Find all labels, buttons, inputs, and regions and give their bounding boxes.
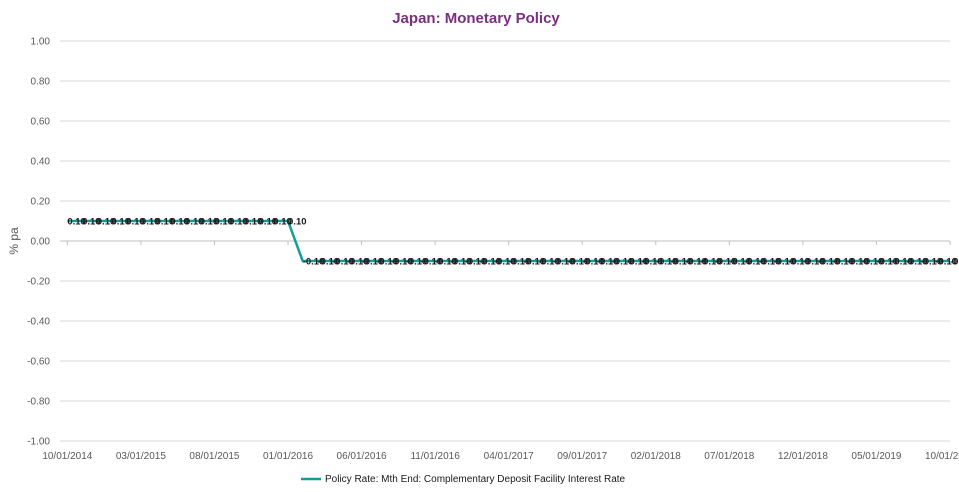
data-label: -0.10 (582, 257, 604, 268)
data-label: -0.10 (303, 257, 325, 268)
data-label: -0.10 (773, 257, 795, 268)
data-label: -0.10 (641, 257, 663, 268)
data-label: -0.10 (788, 257, 810, 268)
data-label: 0.10 (244, 217, 262, 228)
data-label: 0.10 (156, 217, 175, 228)
y-tick-label: 0.80 (31, 77, 51, 88)
legend: Policy Rate: Mth End: Complementary Depo… (301, 474, 626, 485)
data-label: -0.10 (391, 257, 413, 268)
data-label: -0.10 (700, 257, 722, 268)
data-label: 0.10 (229, 217, 248, 228)
data-label: -0.10 (906, 257, 928, 268)
data-label: -0.10 (494, 257, 516, 268)
data-label: -0.10 (921, 257, 943, 268)
data-label: -0.10 (450, 257, 472, 268)
data-label: -0.10 (715, 257, 737, 268)
y-tick-label: 0.20 (31, 197, 51, 208)
data-label: -0.10 (420, 257, 442, 268)
x-tick-label: 08/01/2015 (189, 451, 239, 462)
data-label: 0.10 (67, 217, 86, 228)
data-label: -0.10 (362, 257, 384, 268)
data-label: -0.10 (744, 257, 766, 268)
data-label: -0.10 (656, 257, 678, 268)
data-label: 0.10 (214, 217, 233, 228)
data-label: 0.10 (170, 217, 189, 228)
x-axis-tick-labels: 10/01/2014 03/01/2015 08/01/2015 01/01/2016… (42, 451, 959, 462)
data-label: -0.10 (729, 257, 751, 268)
data-label: -0.10 (612, 257, 634, 268)
data-label: -0.10 (435, 257, 457, 268)
data-label: -0.10 (479, 257, 501, 268)
data-label: 0.10 (141, 217, 160, 228)
y-tick-label: -0.40 (27, 317, 50, 328)
y-axis-label: % pa (7, 227, 21, 255)
data-label: 0.10 (97, 217, 116, 228)
data-label: -0.10 (847, 257, 869, 268)
y-tick-label: 0.00 (31, 237, 51, 248)
series-line (67, 219, 950, 263)
data-label: 0.10 (200, 217, 219, 228)
y-tick-label: 1.00 (31, 37, 51, 48)
x-tick-label: 04/01/2017 (484, 451, 534, 462)
data-label: -0.10 (935, 257, 957, 268)
data-label: -0.10 (523, 257, 545, 268)
data-label: 0.10 (288, 217, 307, 228)
data-label: -0.10 (626, 257, 648, 268)
data-label: 0.10 (185, 217, 204, 228)
data-label: -0.10 (553, 257, 575, 268)
x-tick-label: 12/01/2018 (778, 451, 828, 462)
legend-entry: Policy Rate: Mth End: Complementary Depo… (325, 474, 626, 485)
data-label: -0.10 (538, 257, 560, 268)
x-tick-label: 09/01/2017 (557, 451, 607, 462)
data-label: -0.10 (891, 257, 913, 268)
data-label: -0.10 (332, 257, 354, 268)
y-tick-label: 0.60 (31, 117, 51, 128)
data-label: 0.10 (126, 217, 145, 228)
x-tick-label: 03/01/2015 (116, 451, 166, 462)
data-label: -0.10 (803, 257, 825, 268)
x-tick-label: 10/01/2019 (925, 451, 959, 462)
chart-title: Japan: Monetary Policy (392, 10, 560, 27)
y-tick-label: -0.60 (27, 357, 50, 368)
data-label: -0.10 (832, 257, 854, 268)
data-label: -0.10 (685, 257, 707, 268)
data-label: -0.10 (376, 257, 398, 268)
data-label: -0.10 (597, 257, 619, 268)
data-label: -0.10 (568, 257, 590, 268)
data-label: -0.10 (950, 257, 959, 268)
data-label: -0.10 (347, 257, 369, 268)
data-label: -0.10 (862, 257, 884, 268)
x-tick-label: 02/01/2018 (631, 451, 681, 462)
x-tick-label: 11/01/2016 (410, 451, 460, 462)
x-tick-label: 07/01/2018 (704, 451, 754, 462)
y-tick-label: -0.20 (27, 277, 50, 288)
x-tick-label: 01/01/2016 (263, 451, 313, 462)
x-tick-label: 10/01/2014 (42, 451, 92, 462)
data-label: -0.10 (670, 257, 692, 268)
x-axis (60, 240, 951, 245)
data-label: -0.10 (317, 257, 339, 268)
data-label: 0.10 (259, 217, 278, 228)
y-axis-tick-labels: 1.00 0.80 0.60 0.40 0.20 0.00 -0.20 -0.40 -0.60 -… (27, 37, 50, 448)
data-label: 0.10 (82, 217, 101, 228)
data-label: -0.10 (509, 257, 531, 268)
series-layer (67, 219, 950, 263)
y-tick-label: -0.80 (27, 397, 50, 408)
data-label: -0.10 (759, 257, 781, 268)
data-labels: 0.100.100.100.100.100.100.100.100.100.10… (67, 217, 959, 268)
data-label: -0.10 (876, 257, 898, 268)
data-label: 0.10 (111, 217, 130, 228)
y-tick-label: -1.00 (27, 437, 50, 448)
x-tick-label: 06/01/2016 (337, 451, 387, 462)
data-label: 0.10 (273, 217, 292, 228)
x-tick-label: 05/01/2019 (851, 451, 901, 462)
data-label: -0.10 (406, 257, 428, 268)
data-label: -0.10 (818, 257, 840, 268)
y-tick-label: 0.40 (31, 157, 51, 168)
data-label: -0.10 (465, 257, 487, 268)
